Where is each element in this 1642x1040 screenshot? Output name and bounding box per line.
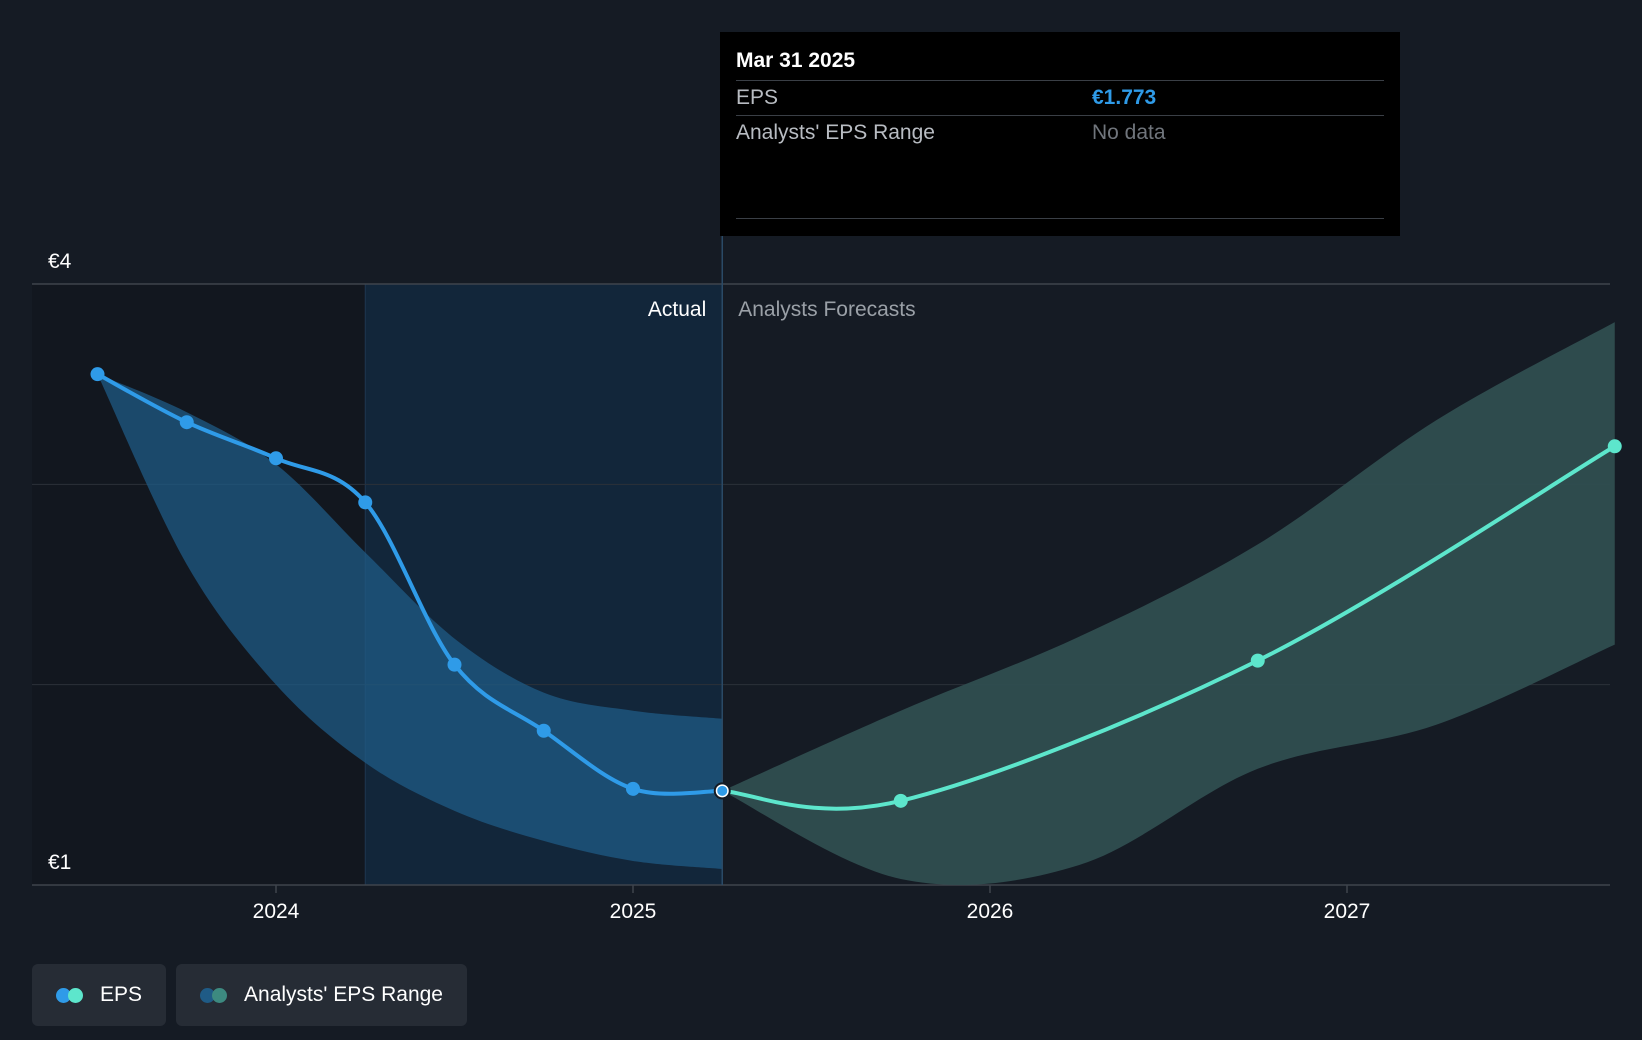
tooltip-divider bbox=[736, 218, 1384, 219]
x-axis-labels: 2024 2025 2026 2027 bbox=[253, 885, 1371, 923]
tooltip-range-label: Analysts' EPS Range bbox=[736, 121, 935, 144]
eps-lines bbox=[95, 372, 1617, 811]
x-tick-label: 2025 bbox=[610, 900, 657, 923]
legend-eps-label: EPS bbox=[100, 983, 143, 1006]
y-tick-label: €4 bbox=[48, 250, 72, 273]
legend-eps-icon bbox=[56, 986, 86, 1004]
legend-item-eps-range[interactable]: Analysts' EPS Range bbox=[176, 964, 467, 1026]
eps-point-actual bbox=[90, 367, 105, 382]
legend: EPS Analysts' EPS Range bbox=[32, 964, 467, 1026]
y-tick-label: €1 bbox=[48, 851, 71, 874]
x-tick-label: 2026 bbox=[967, 900, 1014, 923]
eps-point-forecast bbox=[1607, 439, 1622, 454]
tooltip-date: Mar 31 2025 bbox=[736, 49, 856, 72]
eps-points bbox=[90, 367, 1622, 808]
eps-point-forecast bbox=[893, 793, 908, 808]
legend-eps-range-icon bbox=[200, 986, 230, 1004]
eps-point-forecast bbox=[1250, 653, 1265, 668]
eps-point-actual bbox=[447, 657, 462, 672]
eps-point-actual bbox=[626, 781, 640, 796]
y-axis-labels: €4 €1 bbox=[48, 250, 72, 874]
eps-point-actual bbox=[358, 495, 373, 510]
tooltip-range-row: Analysts' EPS Range No data bbox=[736, 115, 1384, 150]
eps-point-actual bbox=[269, 451, 283, 466]
legend-eps-range-label: Analysts' EPS Range bbox=[244, 983, 443, 1006]
legend-item-eps[interactable]: EPS bbox=[32, 964, 167, 1026]
eps-point-highlight-core bbox=[717, 785, 728, 796]
forecast-section-label: Analysts Forecasts bbox=[738, 298, 915, 321]
tooltip-eps-row: EPS €1.773 bbox=[736, 80, 1384, 115]
eps-point-actual bbox=[536, 723, 551, 738]
eps-point-actual bbox=[179, 415, 194, 430]
eps-line-actual bbox=[95, 372, 725, 796]
x-tick-label: 2027 bbox=[1324, 900, 1371, 923]
actual-section-label: Actual bbox=[648, 298, 706, 321]
tooltip-range-value: No data bbox=[1092, 121, 1166, 144]
tooltip: Mar 31 2025 EPS €1.773 Analysts' EPS Ran… bbox=[720, 32, 1400, 236]
eps-line-forecast bbox=[720, 444, 1617, 811]
tooltip-eps-label: EPS bbox=[736, 86, 779, 109]
tooltip-eps-value: €1.773 bbox=[1092, 86, 1157, 109]
eps-range-band-forecast bbox=[722, 322, 1615, 885]
x-tick-label: 2024 bbox=[253, 900, 300, 923]
